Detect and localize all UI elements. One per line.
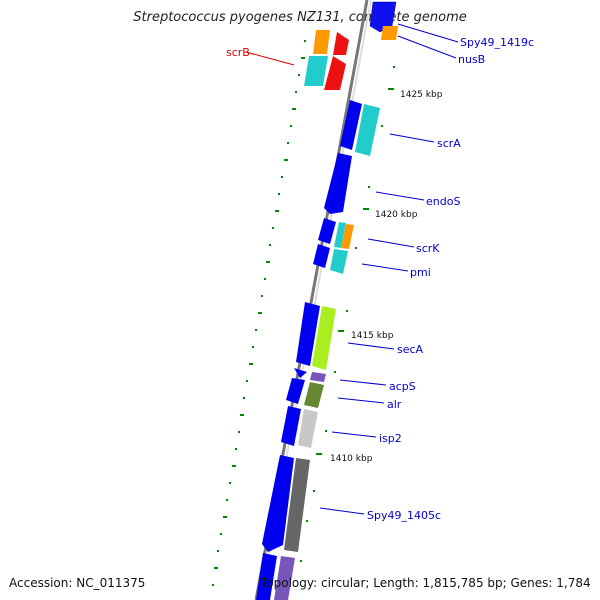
- gc-dash: [238, 431, 240, 433]
- gc-dash: [258, 312, 262, 314]
- cds-scrB-orange[interactable]: [313, 30, 330, 54]
- gc-dash: [304, 40, 306, 42]
- cds-pmi[interactable]: [330, 249, 348, 274]
- cds-alr[interactable]: [304, 382, 324, 408]
- cds-spy49-1405c[interactable]: [284, 458, 310, 552]
- gc-dash: [261, 295, 263, 297]
- label-leaders: [245, 23, 459, 515]
- gc-dash: [246, 380, 248, 382]
- gc-dash: [255, 329, 257, 331]
- gc-dash: [232, 465, 236, 467]
- cds-acpS-blue[interactable]: [294, 368, 307, 378]
- gc-dash: [240, 414, 244, 416]
- cds-secA-blue[interactable]: [296, 302, 320, 366]
- gc-dash: [393, 66, 395, 68]
- gc-dash: [300, 560, 302, 562]
- scale-label-1415: 1415 kbp: [351, 331, 394, 341]
- gene-label-spy49-1419c[interactable]: Spy49_1419c: [460, 36, 534, 49]
- gene-label-isp2[interactable]: isp2: [379, 432, 402, 445]
- cds-scrB-red-top[interactable]: [333, 32, 349, 55]
- gc-dash: [249, 363, 253, 365]
- gc-dash: [325, 430, 327, 432]
- cds-scrK-blue[interactable]: [318, 218, 336, 244]
- gc-dash: [301, 57, 305, 59]
- gc-dash: [290, 125, 292, 127]
- cds-endoS[interactable]: [324, 153, 352, 214]
- gene-label-acpS[interactable]: acpS: [389, 380, 416, 393]
- gc-dash: [368, 186, 370, 188]
- scale-label-1425: 1425 kbp: [400, 90, 443, 100]
- gc-dash: [226, 499, 228, 501]
- cds-nusB-orange[interactable]: [381, 26, 398, 40]
- cds-spy49-1405c-blue[interactable]: [262, 455, 294, 552]
- cds-secA[interactable]: [312, 306, 336, 370]
- gene-label-pmi[interactable]: pmi: [410, 266, 431, 279]
- cds-scrK-cyan[interactable]: [334, 222, 346, 248]
- gc-dash: [278, 193, 280, 195]
- gc-dash: [281, 176, 283, 178]
- gc-dash: [346, 310, 348, 312]
- gc-dash: [334, 371, 336, 373]
- cds-bottom-purple[interactable]: [274, 556, 295, 600]
- gene-label-spy49-1405c[interactable]: Spy49_1405c: [367, 509, 441, 522]
- cds-scrA[interactable]: [355, 104, 380, 156]
- gc-dash: [220, 533, 222, 535]
- scale-label-1410: 1410 kbp: [330, 454, 373, 464]
- accession-text: Accession: NC_011375: [9, 576, 146, 590]
- gc-dash: [287, 142, 289, 144]
- gc-dash: [252, 346, 254, 348]
- gc-dash: [235, 448, 237, 450]
- scale-ticks: [316, 88, 394, 455]
- gene-label-scrB[interactable]: scrB: [226, 46, 250, 59]
- gc-dash: [313, 490, 315, 492]
- gene-label-scrK[interactable]: scrK: [416, 242, 440, 255]
- gene-label-scrA[interactable]: scrA: [437, 137, 461, 150]
- gc-dash: [217, 550, 219, 552]
- gc-dash: [264, 278, 266, 280]
- cds-acpS[interactable]: [310, 372, 326, 382]
- cds-scrB-red[interactable]: [324, 56, 346, 90]
- gc-dash: [381, 125, 383, 127]
- scale-label-1420: 1420 kbp: [375, 210, 418, 220]
- cds-pmi-blue[interactable]: [313, 244, 330, 268]
- cds-alr-blue[interactable]: [286, 378, 305, 404]
- gc-dash: [275, 210, 279, 212]
- gc-dash: [306, 520, 308, 522]
- gc-content-track: [212, 40, 395, 586]
- gc-dash: [284, 159, 288, 161]
- gc-dash: [272, 227, 274, 229]
- cds-bottom-blue[interactable]: [256, 553, 277, 600]
- gc-dash: [292, 108, 296, 110]
- gene-label-secA[interactable]: secA: [397, 343, 424, 356]
- gc-dash: [298, 74, 300, 76]
- scale-labels: 1425 kbp 1420 kbp 1415 kbp 1410 kbp: [330, 90, 443, 464]
- cds-scrA-blue[interactable]: [340, 100, 362, 150]
- cds-isp2-blue[interactable]: [281, 406, 301, 446]
- topology-text: Topology: circular; Length: 1,815,785 bp…: [261, 576, 591, 590]
- cds-scrK[interactable]: [341, 224, 354, 249]
- gene-labels: Spy49_1419c nusB scrB scrA endoS scrK pm…: [226, 36, 534, 522]
- gc-dash: [212, 584, 214, 586]
- gene-label-endoS[interactable]: endoS: [426, 195, 460, 208]
- gene-label-nusB[interactable]: nusB: [458, 53, 485, 66]
- gene-features[interactable]: [256, 1, 398, 600]
- cds-isp2[interactable]: [298, 409, 318, 448]
- gc-dash: [229, 482, 231, 484]
- gc-dash: [295, 91, 297, 93]
- gc-dash: [355, 247, 357, 249]
- gene-label-alr[interactable]: alr: [387, 398, 402, 411]
- gc-dash: [266, 261, 270, 263]
- gc-dash: [269, 244, 271, 246]
- gc-dash: [223, 516, 227, 518]
- cds-scrB[interactable]: [304, 56, 328, 86]
- gc-dash: [243, 397, 245, 399]
- gc-dash: [214, 567, 218, 569]
